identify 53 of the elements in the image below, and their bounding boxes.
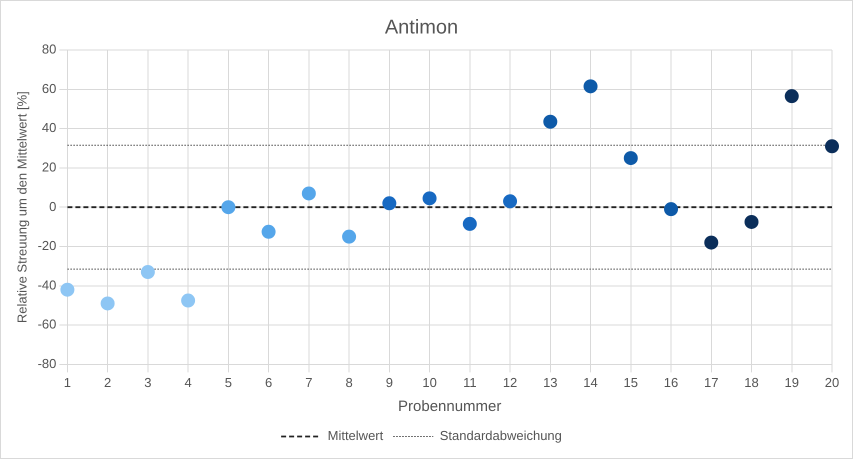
y-tick-label: -20: [38, 238, 56, 254]
x-tick-label: 20: [824, 374, 840, 390]
point: [382, 196, 396, 210]
point: [584, 79, 598, 94]
chart-title: Antimon: [384, 16, 458, 39]
point: [422, 191, 437, 206]
point: [462, 216, 477, 231]
point: [181, 294, 196, 308]
y-tick-label: 20: [42, 159, 56, 174]
x-tick-label: 7: [305, 374, 312, 390]
x-tick-label: 13: [543, 374, 558, 390]
x-tick-label: 14: [583, 374, 598, 390]
y-tick-label: -40: [38, 277, 56, 292]
point: [262, 224, 276, 239]
point: [825, 139, 839, 154]
point: [664, 202, 678, 216]
y-tick-label: 80: [42, 42, 56, 57]
y-tick-label: 40: [42, 120, 56, 136]
x-tick-label: 6: [264, 374, 272, 390]
x-tick-label: 2: [104, 374, 112, 390]
legend-label: Standardabweichung: [440, 428, 562, 444]
y-tick-label: 0: [49, 198, 56, 214]
point: [221, 200, 236, 214]
x-tick-label: 16: [664, 374, 678, 390]
x-tick-label: 18: [744, 374, 759, 390]
x-tick-label: 3: [144, 374, 152, 390]
x-tick-label: 1: [64, 374, 72, 390]
y-tick-label: -80: [38, 356, 56, 371]
x-tick-label: 5: [224, 374, 232, 390]
y-tick-label: 60: [42, 80, 56, 96]
x-tick-label: 11: [463, 374, 477, 390]
point: [784, 89, 799, 104]
point: [140, 265, 155, 280]
y-tick-label: -60: [38, 316, 56, 332]
point: [100, 296, 115, 310]
x-tick-label: 19: [784, 374, 799, 390]
point: [624, 151, 638, 166]
point: [503, 194, 518, 208]
point: [543, 114, 558, 129]
x-tick-label: 12: [502, 374, 518, 390]
x-tick-label: 8: [345, 374, 353, 390]
x-tick-label: 15: [624, 374, 638, 390]
point: [342, 230, 356, 244]
x-tick-label: 4: [184, 374, 192, 390]
point: [302, 186, 316, 200]
point: [704, 236, 718, 250]
point: [744, 214, 759, 229]
x-tick-label: 10: [422, 374, 437, 390]
x-tick-label: 9: [386, 374, 393, 390]
y-axis-title: Relative Streuung um den Mittelwert [%]: [14, 91, 30, 324]
legend-label: Mittelwert: [328, 428, 384, 444]
x-tick-label: 17: [704, 374, 719, 390]
x-axis-title: Probennummer: [398, 398, 502, 416]
